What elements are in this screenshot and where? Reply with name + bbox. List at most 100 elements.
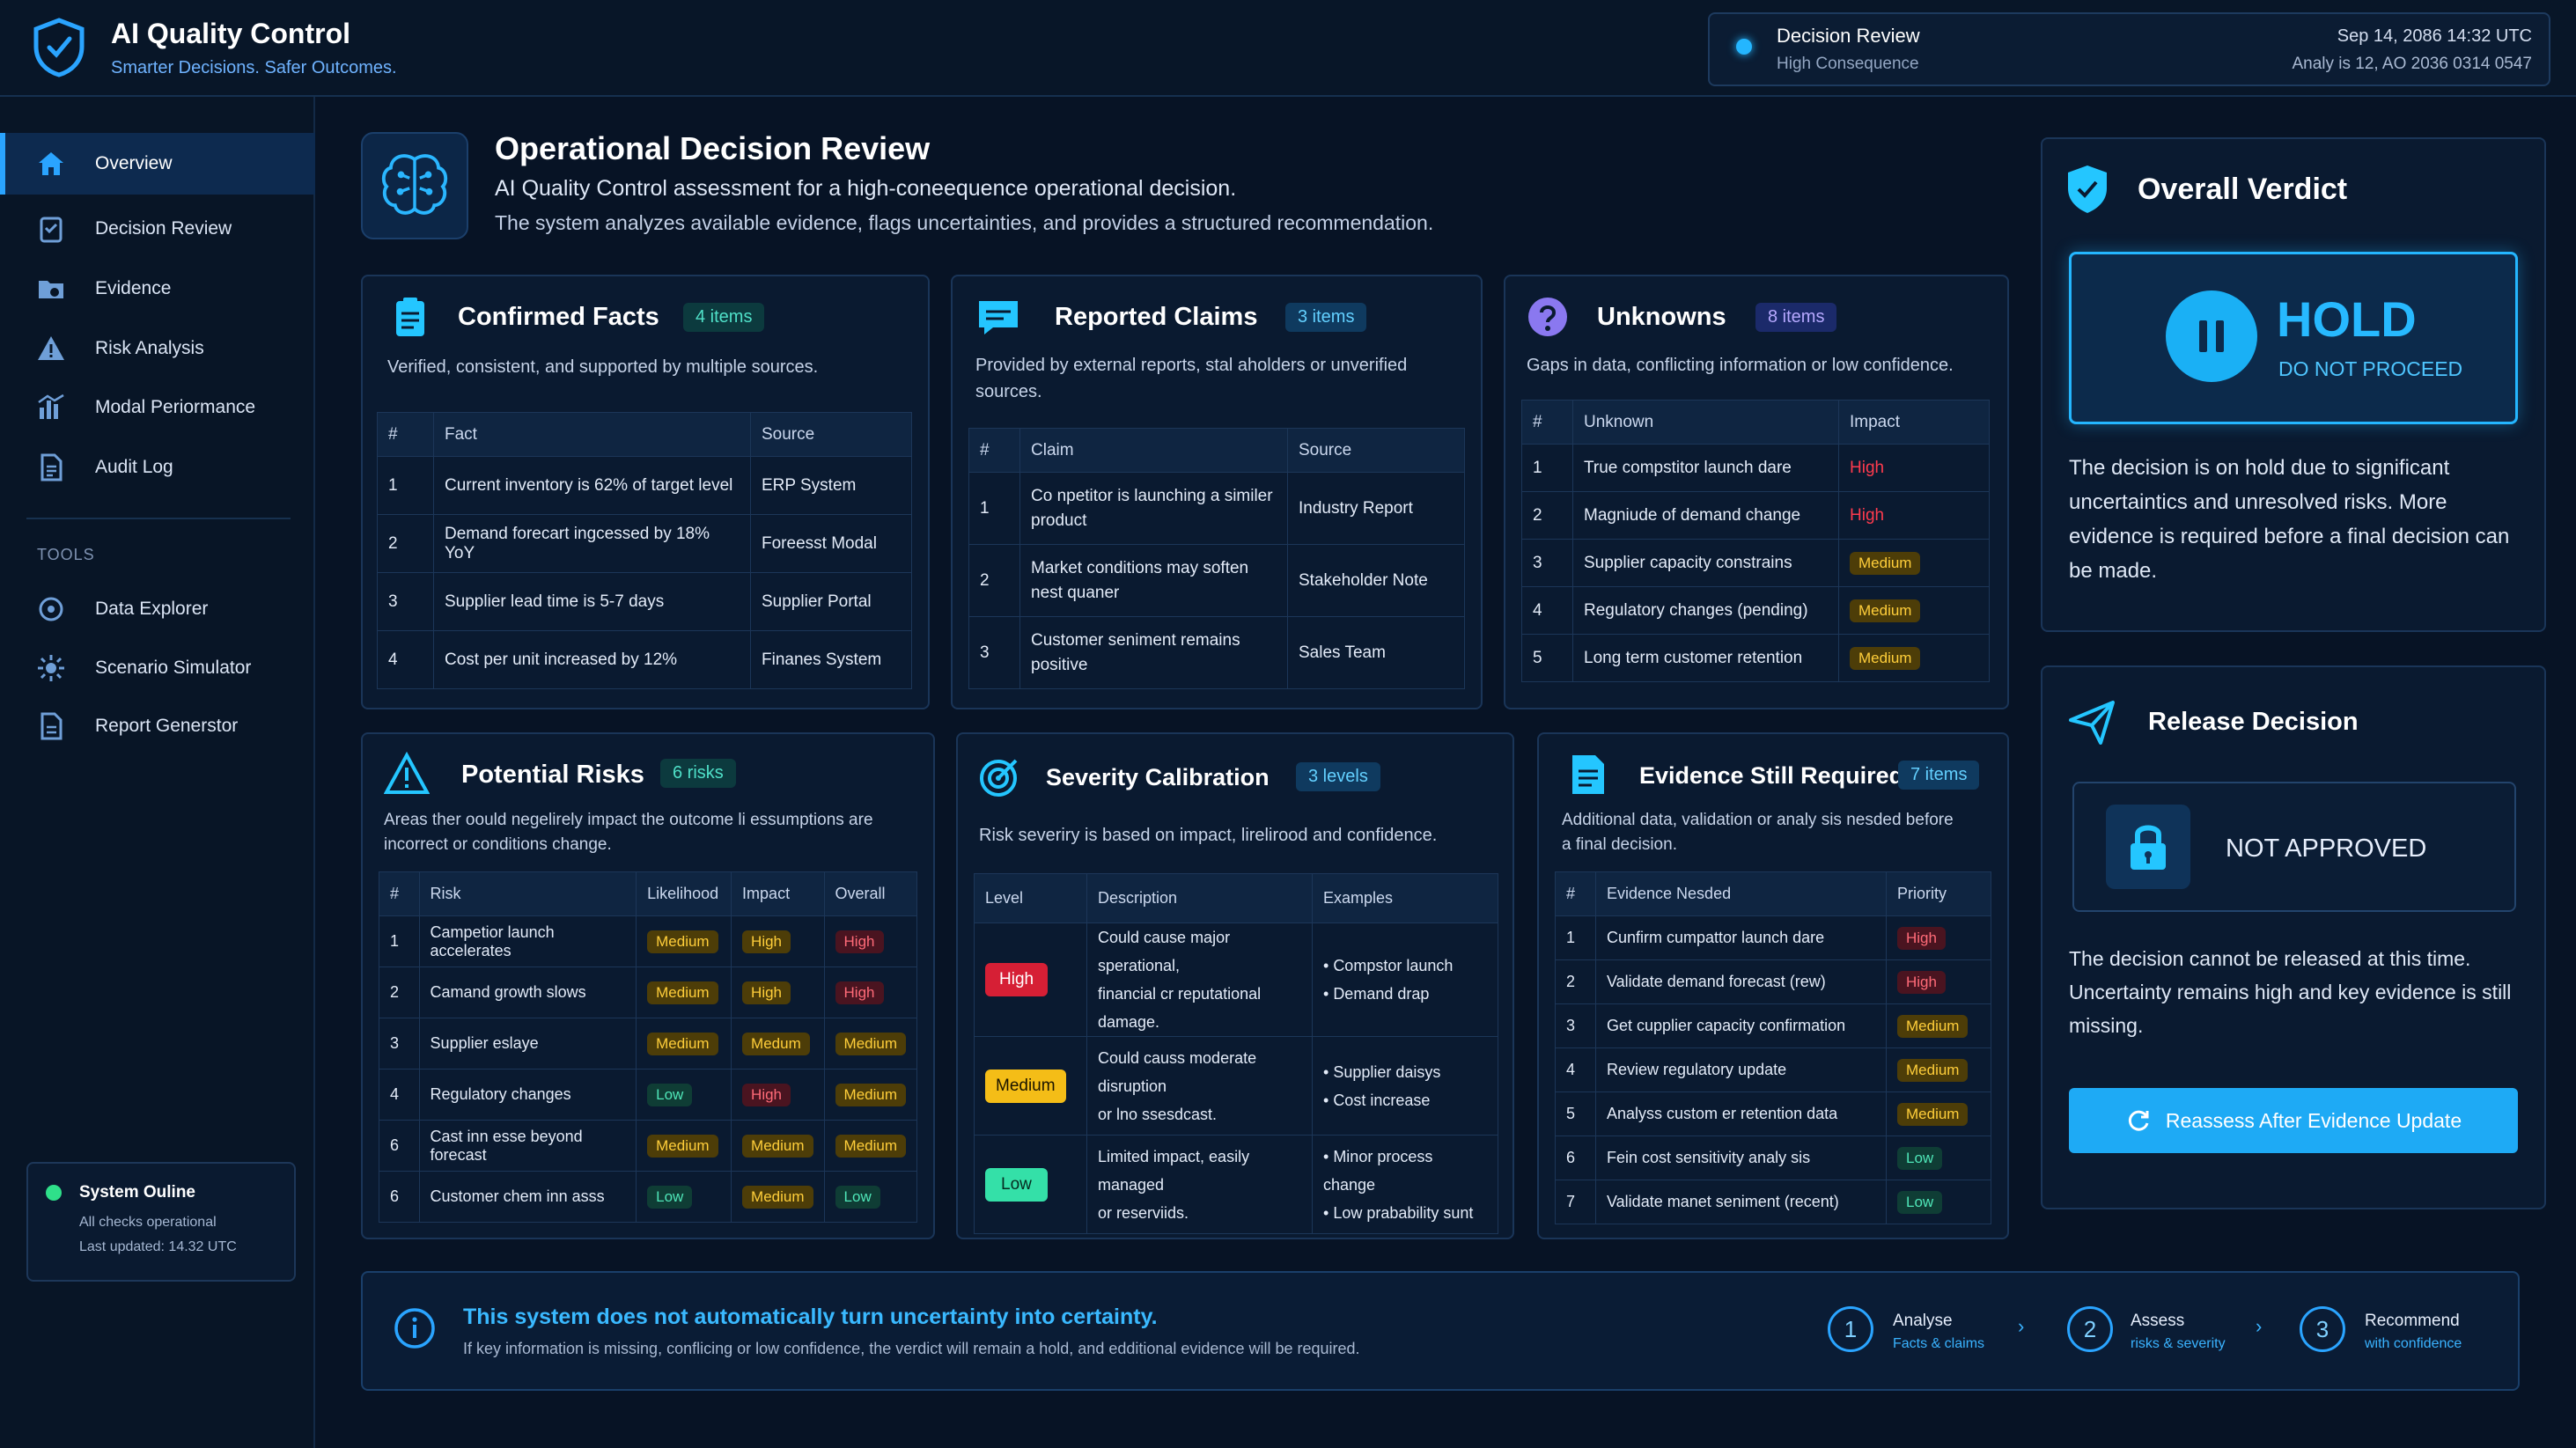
sidebar-item-decision-review[interactable]: Decision Review: [0, 198, 315, 260]
cell-fact: Supplier lead time is 5-7 days: [433, 572, 751, 631]
document-icon: [40, 453, 63, 481]
unknowns-table: # Unknown Impact 1 True compstitor launch…: [1521, 400, 1990, 682]
column-header: Impact: [731, 871, 825, 916]
column-header: Fact: [433, 412, 751, 457]
table-row: 6 Fein cost sensitivity analy sis Low: [1555, 1136, 1991, 1180]
warning-icon: [38, 336, 64, 360]
sidebar-item-evidence[interactable]: Evidence: [0, 258, 315, 320]
table-row: High Could cause major sperational, finan…: [974, 922, 1498, 1037]
cell-evidence: Validate manet seniment (recent): [1595, 1180, 1887, 1224]
verdict-text: The decision is on hold due to significa…: [2069, 456, 2510, 583]
status-title: Decision Review: [1777, 25, 1920, 47]
table-row: 1 Co npetitor is launching a similer prod…: [968, 472, 1465, 545]
scenario-icon: [38, 655, 64, 681]
table-row: 1 True compstitor launch dare High: [1521, 444, 1990, 492]
table-row: 4 Regulatory changes (pending) Medium: [1521, 586, 1990, 635]
cell-number: 1: [968, 472, 1020, 545]
tools-section-label: TOOLS: [37, 546, 95, 563]
sidebar-item-audit-log[interactable]: Audit Log: [0, 437, 315, 498]
cell-claim: Market conditions may soften nest quaner: [1019, 544, 1288, 617]
cell-number: 1: [1521, 444, 1573, 492]
cell-evidence: Fein cost sensitivity analy sis: [1595, 1136, 1887, 1180]
step-2-circle: 2: [2067, 1306, 2113, 1352]
sidebar-item-label: Evidence: [95, 278, 172, 298]
reassess-button-label: Reassess After Evidence Update: [2165, 1108, 2462, 1132]
sidebar-item-model-performance[interactable]: Modal Periormance: [0, 377, 315, 438]
lock-icon: [2106, 805, 2190, 889]
priority-badge: Low: [1897, 1146, 1943, 1170]
potential-risks-badge: 6 risks: [660, 759, 736, 788]
step-2-title: Assess: [2131, 1312, 2185, 1330]
cell-fact: Current inventory is 62% of target level: [433, 456, 751, 515]
cell-claim: Co npetitor is launching a similer produ…: [1019, 472, 1288, 545]
table-row: 3 Supplier lead time is 5-7 days Supplier …: [377, 572, 912, 631]
cell-number: 6: [379, 1171, 420, 1223]
overall-badge: High: [835, 930, 884, 953]
impact-badge: High: [742, 1083, 791, 1106]
cell-number: 3: [379, 1018, 420, 1069]
cell-number: 1: [377, 456, 434, 515]
sidebar-item-data-explorer[interactable]: Data Explorer: [0, 578, 315, 640]
cell-number: 6: [379, 1120, 420, 1172]
table-row: 1 Campetior launch accelerates Medium High H…: [379, 915, 918, 967]
sidebar-item-label: Report Generstor: [95, 716, 239, 736]
reported-claims-title: Reported Claims: [1055, 303, 1258, 331]
table-row: 4 Regulatory changes Low High Medium: [379, 1069, 918, 1121]
cell-risk: Regulatory changes: [418, 1069, 637, 1121]
sidebar-item-label: Overview: [95, 153, 173, 173]
cell-source: Industry Report: [1287, 472, 1465, 545]
table-row: 6 Cast inn esse beyond forecast Medium Medi…: [379, 1120, 918, 1172]
table-header-row: # Fact Source: [377, 412, 912, 457]
sidebar-item-label: Risk Analysis: [95, 338, 204, 358]
reported-claims-table: # Claim Source 1 Co npetitor is launching…: [968, 428, 1465, 689]
cell-number: 1: [379, 915, 420, 967]
cell-unknown: Long term customer retention: [1572, 634, 1839, 682]
severity-calibration-title: Severity Calibration: [1046, 764, 1270, 790]
column-header: Risk: [418, 871, 637, 916]
refresh-icon: [2128, 1110, 2149, 1131]
table-row: 4 Cost per unit increased by 12% Finanes S…: [377, 630, 912, 689]
verdict-status: HOLD: [2277, 291, 2417, 347]
cell-source: ERP System: [750, 456, 912, 515]
column-header: Unknown: [1572, 400, 1839, 445]
sidebar-item-report-generator[interactable]: Report Generstor: [0, 695, 315, 757]
status-dot-icon: [1736, 39, 1752, 55]
folder-icon: [39, 281, 63, 298]
explore-icon: [39, 597, 63, 621]
likelihood-badge: Medium: [647, 1134, 718, 1158]
table-row: 2 Magniude of demand change High: [1521, 491, 1990, 540]
column-header: #: [379, 871, 420, 916]
impact-badge: Medium: [1850, 646, 1921, 670]
step-1-sub: Facts & claims: [1893, 1336, 1985, 1351]
chat-bubble-icon: [979, 301, 1018, 334]
overall-badge: Medium: [835, 1032, 906, 1055]
brain-icon-box: [361, 132, 468, 239]
table-row: Medium Could causs moderate disruption or…: [974, 1036, 1498, 1136]
priority-badge: Medium: [1897, 1058, 1969, 1082]
reassess-button[interactable]: Reassess After Evidence Update: [2069, 1088, 2518, 1153]
overall-verdict-title: Overall Verdict: [2138, 173, 2348, 206]
impact-badge: High: [742, 930, 791, 953]
app-subtitle: Smarter Decisions. Safer Outcomes.: [111, 58, 397, 77]
potential-risks-description: Areas ther oould negelirely impact the o…: [384, 811, 873, 854]
severity-example: Low prabability sunt: [1333, 1203, 1474, 1222]
severity-medium-badge: Medium: [985, 1069, 1066, 1103]
footer-text: If key information is missing, conflicin…: [463, 1340, 1360, 1357]
table-row: Low Limited impact, easily managed or res…: [974, 1135, 1498, 1234]
column-header: Claim: [1019, 428, 1288, 473]
column-header: #: [968, 428, 1020, 473]
unknowns-badge: 8 items: [1755, 303, 1837, 332]
table-row: 6 Customer chem inn asss Low Medium Low: [379, 1171, 918, 1223]
sidebar-item-risk-analysis[interactable]: Risk Analysis: [0, 318, 315, 379]
potential-risks-table: # Risk Likelihood Impact Overall 1 Campet…: [379, 871, 918, 1223]
sidebar-item-scenario-simulator[interactable]: Scenario Simulator: [0, 637, 315, 699]
column-header: Source: [1287, 428, 1465, 473]
impact-label: High: [1850, 505, 1885, 525]
evidence-required-title: Evidence Still Required: [1639, 762, 1904, 789]
cell-risk: Cast inn esse beyond forecast: [418, 1120, 637, 1172]
clipboard-icon: [40, 217, 63, 243]
cell-fact: Demand forecart ingcessed by 18% YoY: [433, 514, 751, 573]
sidebar-item-overview[interactable]: Overview: [0, 133, 315, 195]
severity-example: Supplier daisys: [1333, 1062, 1441, 1081]
priority-badge: High: [1897, 970, 1946, 994]
